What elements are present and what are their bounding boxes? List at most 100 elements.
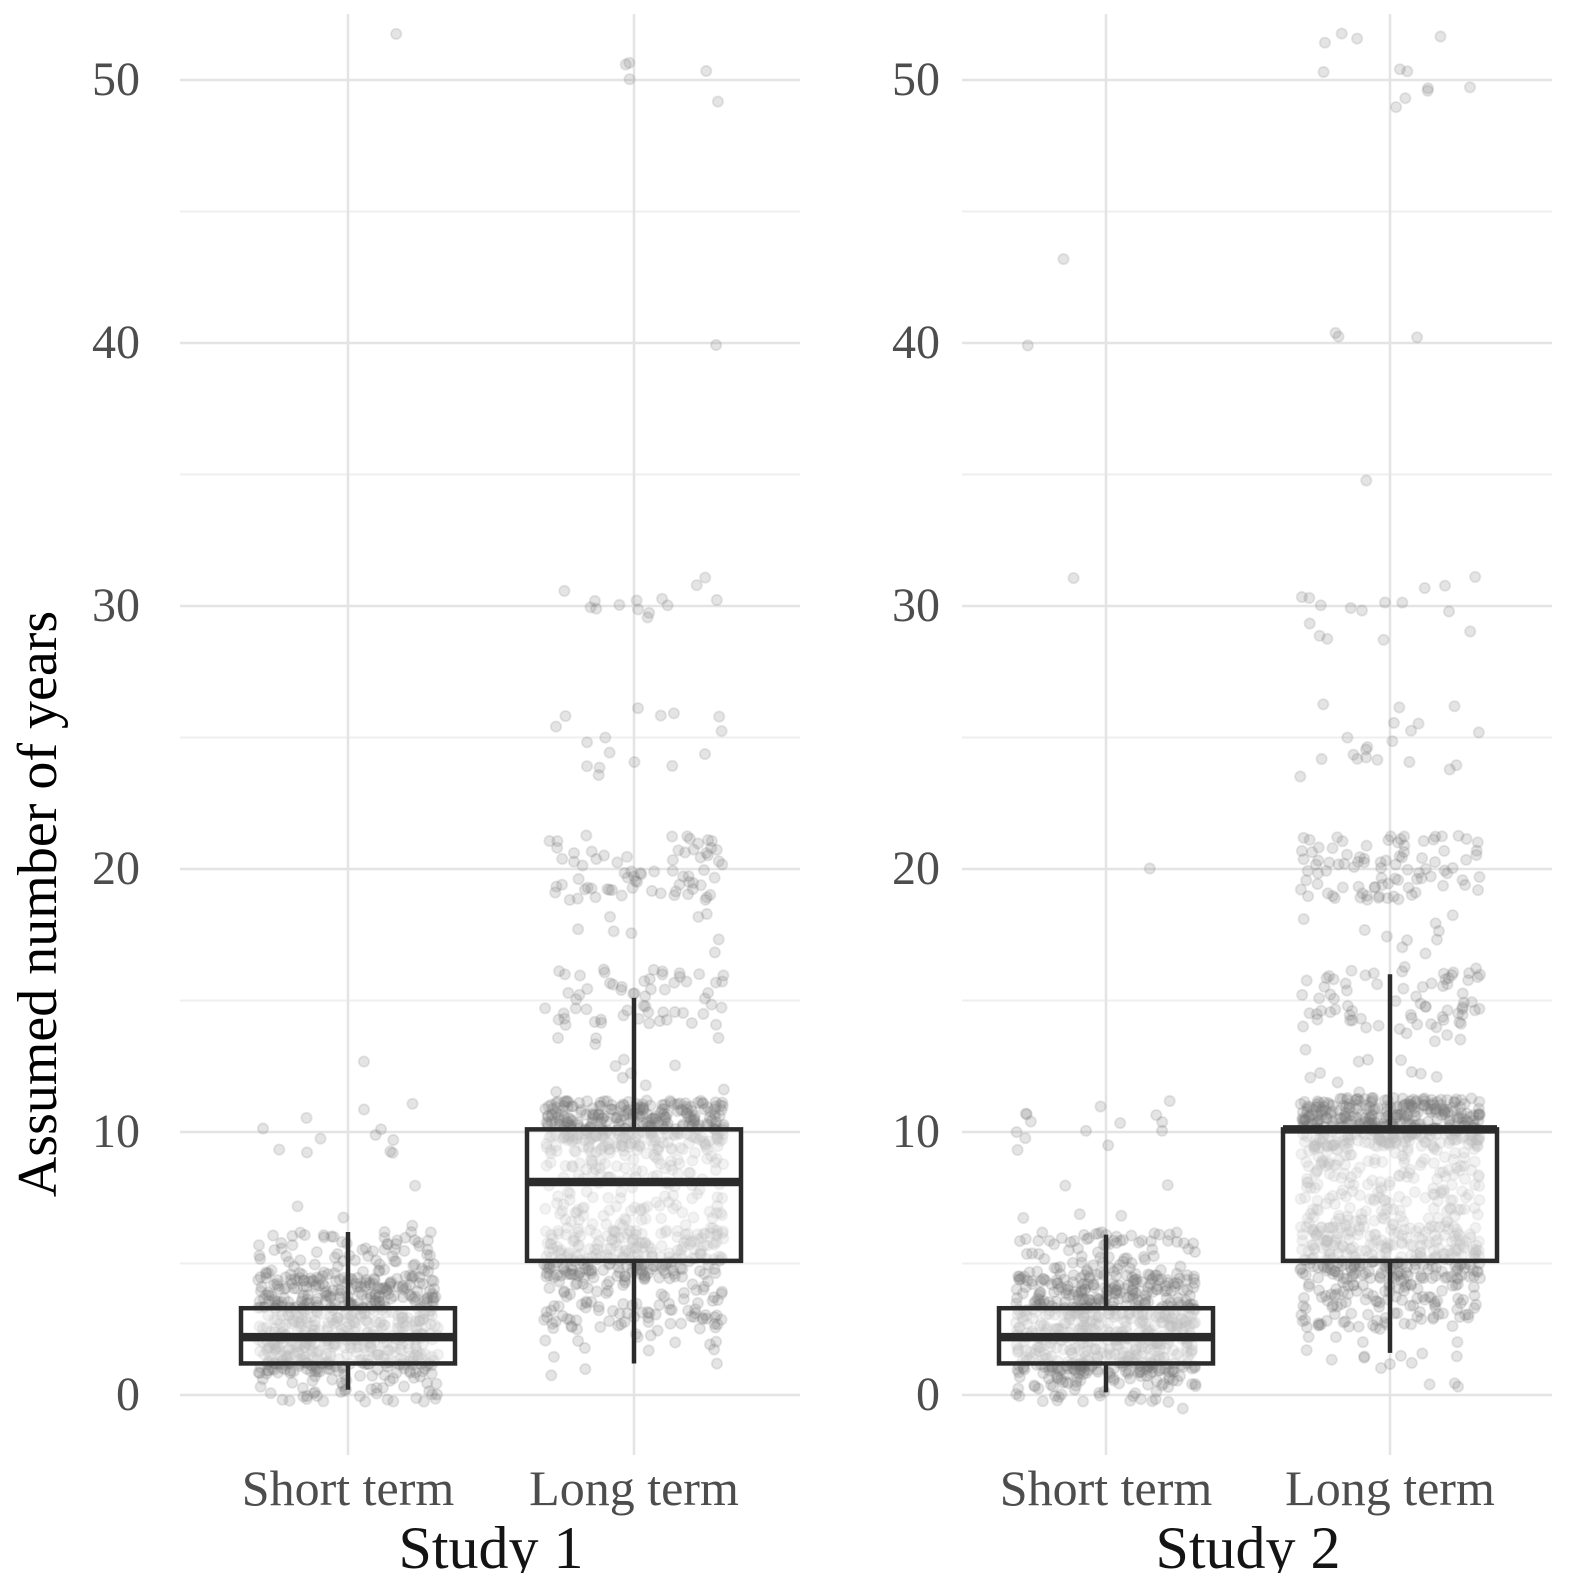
data-point xyxy=(571,923,585,936)
data-point xyxy=(657,1108,670,1121)
data-point xyxy=(271,1366,284,1379)
data-point xyxy=(396,1291,410,1304)
data-point xyxy=(420,1292,433,1306)
data-point xyxy=(1398,960,1411,974)
data-point xyxy=(657,1264,670,1277)
data-point xyxy=(1356,1336,1370,1349)
data-point xyxy=(273,1283,286,1296)
data-point xyxy=(407,1270,421,1283)
data-point xyxy=(592,1304,605,1317)
data-point xyxy=(668,1270,682,1283)
data-point xyxy=(708,871,721,884)
data-point xyxy=(659,1266,672,1280)
data-point xyxy=(655,1288,668,1301)
data-point xyxy=(260,1288,273,1302)
data-point xyxy=(287,1282,301,1295)
data-point xyxy=(300,1280,313,1294)
data-point xyxy=(324,1291,337,1304)
data-point xyxy=(658,1290,671,1303)
data-point xyxy=(545,1108,559,1121)
data-point xyxy=(567,1268,581,1281)
data-point xyxy=(380,1237,394,1251)
data-point xyxy=(325,1230,338,1243)
data-point xyxy=(1079,1124,1093,1137)
data-point xyxy=(1309,858,1323,871)
data-point xyxy=(408,1234,421,1247)
data-point xyxy=(638,1272,651,1285)
data-point xyxy=(304,1365,317,1378)
data-point xyxy=(384,1145,397,1158)
data-point xyxy=(1371,753,1384,766)
data-point xyxy=(311,1365,324,1378)
data-point xyxy=(372,1264,385,1278)
data-point xyxy=(397,1380,411,1393)
data-point xyxy=(707,1291,721,1304)
data-point xyxy=(1036,1395,1049,1408)
data-point xyxy=(1464,625,1477,638)
data-point xyxy=(552,1013,565,1026)
data-point xyxy=(359,1395,372,1408)
data-point xyxy=(701,1101,714,1114)
data-point xyxy=(1300,1344,1313,1357)
data-point xyxy=(373,1264,386,1277)
data-point xyxy=(1372,891,1385,904)
data-point xyxy=(280,1250,293,1263)
data-point xyxy=(611,1110,624,1124)
data-point xyxy=(642,606,656,619)
data-point xyxy=(284,1273,298,1286)
data-point xyxy=(585,882,598,895)
data-point xyxy=(409,1290,422,1303)
data-point xyxy=(1418,1092,1431,1105)
data-point xyxy=(709,1266,722,1280)
data-point xyxy=(712,933,725,946)
data-point xyxy=(1361,1308,1375,1321)
data-point xyxy=(403,1278,416,1292)
data-point xyxy=(701,1275,715,1288)
data-point xyxy=(1410,990,1423,1003)
data-point xyxy=(309,1280,322,1294)
data-point xyxy=(300,1392,313,1406)
data-point xyxy=(387,1133,400,1147)
data-point xyxy=(579,1363,592,1376)
data-point xyxy=(421,1377,434,1390)
data-point xyxy=(618,866,631,880)
data-point xyxy=(354,1280,367,1294)
data-point xyxy=(594,1013,608,1026)
data-point xyxy=(421,1243,434,1256)
data-point xyxy=(303,1275,316,1288)
data-point xyxy=(631,702,645,715)
data-point xyxy=(1472,1102,1485,1115)
data-point xyxy=(1400,1266,1413,1279)
data-point xyxy=(674,1317,688,1330)
data-point xyxy=(570,1323,584,1336)
data-point xyxy=(678,846,692,859)
data-point xyxy=(1303,833,1316,846)
data-point xyxy=(665,1303,679,1317)
data-point xyxy=(1032,1234,1045,1247)
data-point xyxy=(1303,617,1316,630)
data-point xyxy=(331,1247,344,1261)
data-point xyxy=(399,1270,412,1283)
data-point xyxy=(1412,717,1425,730)
data-point xyxy=(1144,1235,1158,1248)
data-point xyxy=(1345,964,1358,977)
data-point xyxy=(430,1377,443,1390)
data-point xyxy=(539,1334,552,1347)
data-point xyxy=(290,1282,304,1295)
data-point xyxy=(1297,1020,1310,1033)
data-point xyxy=(294,1226,307,1239)
data-point xyxy=(562,986,575,1000)
data-point xyxy=(1026,1247,1039,1260)
data-point xyxy=(1080,1233,1093,1246)
data-point xyxy=(613,1266,626,1279)
data-point xyxy=(386,1250,399,1263)
data-point xyxy=(1416,980,1429,994)
data-point xyxy=(693,1265,707,1278)
data-point xyxy=(374,1123,388,1136)
data-point xyxy=(1396,596,1409,609)
data-point xyxy=(1163,1094,1176,1108)
data-point xyxy=(351,1280,364,1294)
data-point xyxy=(365,1383,378,1396)
data-point xyxy=(600,1115,613,1128)
data-point xyxy=(287,1365,300,1378)
